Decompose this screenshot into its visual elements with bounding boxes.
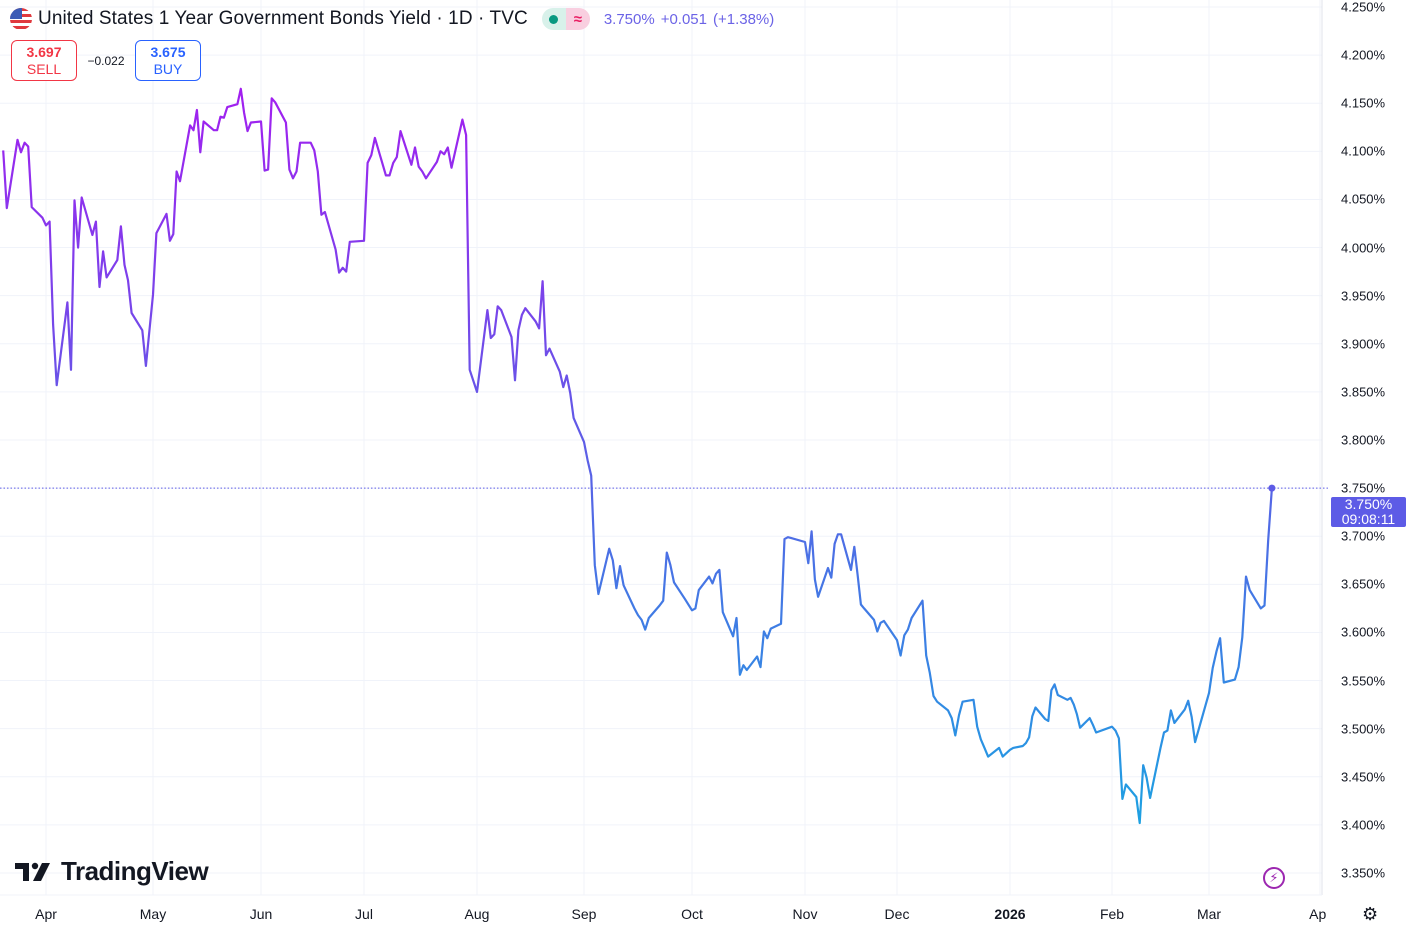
- quote-values: 3.750% +0.051 (+1.38%): [604, 11, 780, 28]
- x-tick-label: Jul: [355, 906, 373, 922]
- y-tick-label: 3.500%: [1341, 721, 1386, 737]
- y-tick-label: 3.350%: [1341, 865, 1386, 881]
- symbol-title[interactable]: United States 1 Year Government Bonds Yi…: [38, 8, 528, 29]
- y-tick-label: 3.800%: [1341, 432, 1386, 448]
- last-value: 3.750%: [603, 10, 655, 28]
- symbol-legend[interactable]: United States 1 Year Government Bonds Yi…: [10, 8, 780, 30]
- x-tick-label: Apr: [35, 906, 57, 922]
- x-tick-label: May: [139, 906, 167, 922]
- y-tick-label: 4.200%: [1341, 47, 1386, 63]
- y-tick-label: 3.700%: [1341, 528, 1386, 544]
- y-tick-label: 4.100%: [1341, 143, 1386, 159]
- y-tick-label: 3.900%: [1341, 336, 1386, 352]
- x-tick-label: Dec: [884, 906, 910, 922]
- lightning-icon[interactable]: ⚡: [1263, 867, 1285, 889]
- tradingview-logo[interactable]: TradingView: [15, 856, 209, 887]
- change-percent: (+1.38%): [712, 10, 775, 28]
- buy-button[interactable]: 3.675 BUY: [135, 40, 201, 81]
- last-price-value: 3.750%: [1344, 496, 1393, 512]
- yield-series-line: [2, 87, 1273, 825]
- approx-icon[interactable]: ≈: [565, 8, 590, 30]
- x-tick-label: Jun: [249, 906, 273, 922]
- x-tick-label: Feb: [1099, 906, 1125, 922]
- y-tick-label: 4.000%: [1341, 240, 1386, 256]
- bar-countdown: 09:08:11: [1341, 511, 1396, 527]
- x-tick-label: 2026: [994, 906, 1026, 922]
- logo-text: TradingView: [61, 856, 209, 886]
- market-open-badge[interactable]: [541, 8, 566, 30]
- green-dot-icon: [549, 14, 559, 24]
- y-tick-label: 3.400%: [1341, 817, 1386, 833]
- y-tick-label: 3.850%: [1341, 384, 1386, 400]
- last-point-marker: [1268, 484, 1276, 492]
- x-tick-label: Apr: [1309, 906, 1326, 922]
- x-tick-label: Sep: [571, 906, 597, 922]
- change-value: +0.051: [660, 10, 707, 28]
- y-tick-label: 3.550%: [1341, 673, 1386, 689]
- y-tick-label: 3.450%: [1341, 769, 1386, 785]
- spread-value: −0.022: [87, 53, 125, 68]
- gear-icon[interactable]: ⚙: [1362, 904, 1379, 924]
- y-tick-label: 4.250%: [1341, 0, 1386, 15]
- y-tick-label: 3.650%: [1341, 576, 1386, 592]
- sell-label: SELL: [26, 61, 62, 77]
- buy-price: 3.675: [150, 44, 186, 60]
- y-tick-label: 3.600%: [1341, 624, 1386, 640]
- y-tick-label: 3.750%: [1341, 480, 1386, 496]
- trade-buttons: 3.697 SELL −0.022 3.675 BUY: [11, 40, 201, 81]
- status-badges[interactable]: ≈: [541, 8, 590, 30]
- x-tick-label: Aug: [464, 906, 490, 922]
- y-tick-label: 4.150%: [1341, 95, 1386, 111]
- y-tick-label: 4.050%: [1341, 191, 1386, 207]
- x-tick-label: Oct: [681, 906, 703, 922]
- us-flag-icon: [10, 8, 32, 30]
- y-tick-label: 3.950%: [1341, 288, 1386, 304]
- sell-button[interactable]: 3.697 SELL: [11, 40, 77, 81]
- tradingview-logo-icon: [15, 862, 50, 881]
- x-tick-label: Mar: [1196, 906, 1222, 922]
- buy-label: BUY: [153, 61, 183, 77]
- sell-price: 3.697: [26, 44, 62, 60]
- last-price-label: 3.750% 09:08:11: [1331, 497, 1406, 527]
- x-tick-label: Nov: [792, 906, 818, 922]
